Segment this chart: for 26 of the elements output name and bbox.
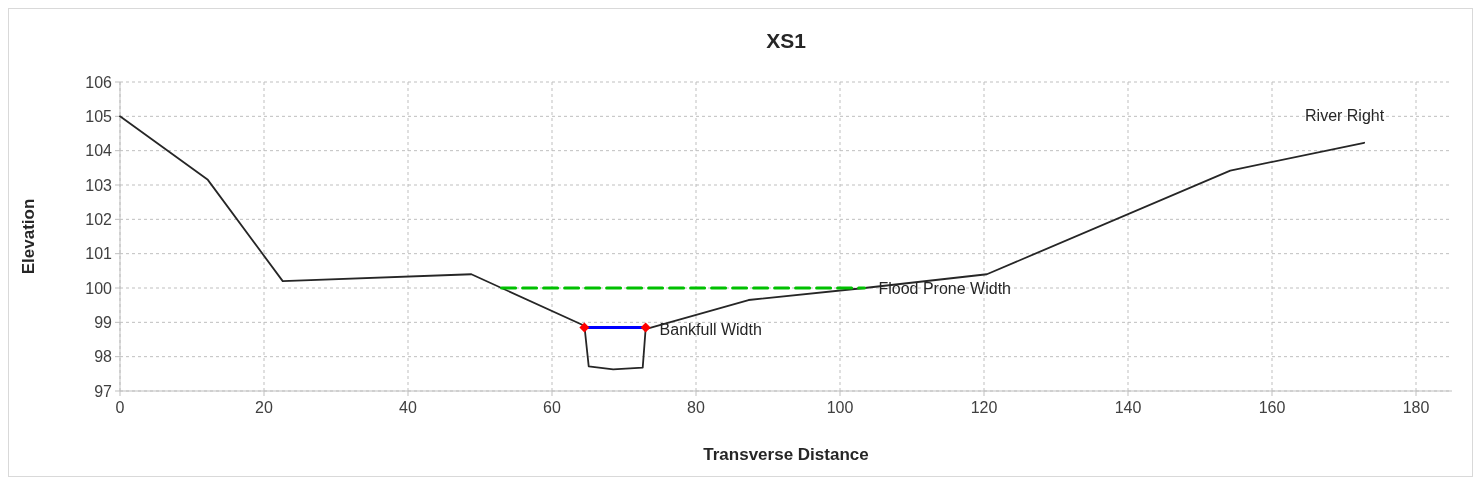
y-tick-label: 99 bbox=[94, 313, 113, 331]
x-tick-label: 60 bbox=[543, 399, 561, 416]
x-tick-label: 140 bbox=[1114, 399, 1142, 416]
y-axis-title: Elevation bbox=[19, 198, 38, 275]
chart-title: XS1 bbox=[766, 29, 807, 52]
y-tick-label: 104 bbox=[85, 142, 113, 160]
annotation: Bankfull Width bbox=[659, 321, 762, 339]
x-tick-label: 20 bbox=[255, 399, 273, 416]
y-tick-label: 106 bbox=[85, 73, 113, 91]
x-tick-label: 180 bbox=[1402, 399, 1430, 416]
y-tick-label: 101 bbox=[85, 245, 113, 263]
y-tick-label: 98 bbox=[94, 348, 113, 366]
x-tick-label: 100 bbox=[826, 399, 854, 416]
x-tick-label: 0 bbox=[115, 399, 125, 416]
y-tick-label: 105 bbox=[85, 107, 113, 125]
x-tick-label: 40 bbox=[399, 399, 417, 416]
x-axis-title: Transverse Distance bbox=[703, 445, 869, 464]
y-tick-label: 103 bbox=[85, 176, 113, 194]
annotation: Flood Prone Width bbox=[878, 280, 1011, 297]
y-tick-label: 97 bbox=[94, 382, 113, 400]
annotation: River Right bbox=[1305, 106, 1385, 124]
x-tick-label: 80 bbox=[687, 399, 705, 416]
y-tick-label: 102 bbox=[85, 210, 113, 228]
x-tick-label: 120 bbox=[970, 399, 998, 416]
x-tick-label: 160 bbox=[1258, 399, 1286, 416]
y-tick-label: 100 bbox=[85, 279, 113, 297]
